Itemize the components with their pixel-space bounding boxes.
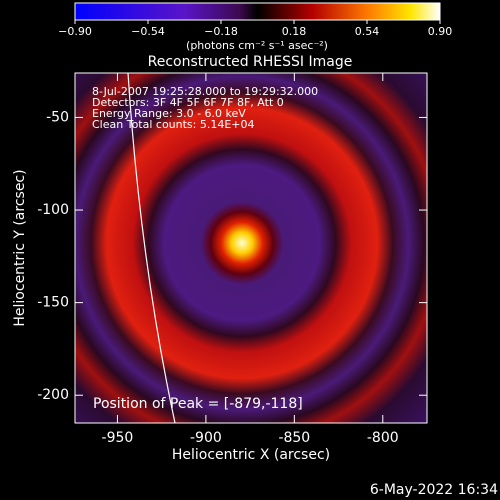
annotation: Energy Range: 3.0 - 6.0 keV [92, 107, 246, 120]
x-tick-label: -800 [367, 430, 399, 446]
colorbar-tick-label: −0.90 [58, 25, 92, 38]
y-axis-label: Heliocentric Y (arcsec) [12, 169, 28, 326]
solar-limb [127, 73, 176, 423]
colorbar-tick-label: −0.18 [204, 25, 238, 38]
x-tick-label: -900 [190, 430, 222, 446]
x-tick-label: -850 [278, 430, 310, 446]
y-tick-label: -200 [37, 387, 69, 403]
y-tick-label: -100 [37, 202, 69, 218]
chart-title: Reconstructed RHESSI Image [148, 54, 353, 70]
y-tick-label: -150 [37, 295, 69, 311]
annotation: Detectors: 3F 4F 5F 6F 7F 8F, Att 0 [92, 96, 284, 109]
image [75, 73, 427, 423]
x-axis-label: Heliocentric X (arcsec) [172, 447, 330, 463]
colorbar-tick-label: −0.54 [131, 25, 165, 38]
annotation: 8-Jul-2007 19:25:28.000 to 19:29:32.000 [92, 85, 318, 98]
colorbar [74, 2, 441, 21]
colorbar-tick-label: 0.54 [355, 25, 380, 38]
peak-note: Position of Peak = [-879,-118] [93, 396, 303, 412]
footer-date: 6-May-2022 16:34 [370, 482, 498, 498]
annotation: Clean Total counts: 5.14E+04 [92, 118, 255, 131]
image-pixels [75, 73, 427, 423]
colorbar-label: (photons cm⁻² s⁻¹ asec⁻²) [186, 39, 328, 52]
y-tick-label: -50 [46, 109, 69, 125]
x-tick-label: -950 [102, 430, 134, 446]
colorbar-tick-label: 0.18 [282, 25, 307, 38]
colorbar-tick-label: 0.90 [428, 25, 453, 38]
plot-frame [74, 72, 428, 424]
